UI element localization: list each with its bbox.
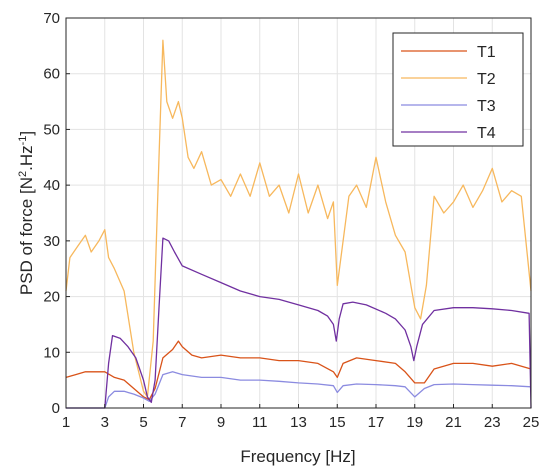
- y-tick-label: 20: [43, 289, 60, 306]
- y-axis-label: PSD of force [N2.Hz-1]: [17, 131, 36, 295]
- legend-items: T1 T2 T3 T4: [401, 44, 496, 142]
- legend-label-t1: T1: [477, 44, 496, 61]
- y-tick-label: 40: [43, 177, 60, 194]
- legend-label-t2: T2: [477, 71, 496, 88]
- series-line-t4: [66, 237, 532, 409]
- y-tick-label: 70: [43, 10, 60, 27]
- x-tick-label: 11: [252, 414, 268, 431]
- x-tick-label: 7: [178, 414, 186, 431]
- y-tick-label: 60: [43, 66, 60, 83]
- y-tick-label: 50: [43, 121, 60, 138]
- legend-label-t4: T4: [477, 125, 496, 142]
- series-line-t2: [65, 39, 532, 398]
- x-tick-label: 1: [62, 414, 70, 431]
- series-line-t3: [66, 371, 532, 409]
- x-tick-label: 19: [406, 414, 423, 431]
- x-tick-label: 23: [484, 414, 501, 431]
- series-layer: [65, 39, 532, 409]
- x-tick-label: 25: [523, 414, 540, 431]
- x-tick-label: 21: [445, 414, 462, 431]
- series-line-t1: [65, 340, 532, 401]
- legend-box: [392, 32, 524, 147]
- x-axis-ticks: 1 3 5 7 9 11 13 15 17 19 21 23 25: [62, 404, 540, 431]
- legend-label-t3: T3: [477, 98, 496, 115]
- x-tick-label: 5: [139, 414, 147, 431]
- x-tick-label: 17: [368, 414, 385, 431]
- x-axis-label: Frequency [Hz]: [240, 447, 355, 466]
- y-tick-label: 0: [52, 400, 60, 417]
- y-axis-ticks: 0 10 20 30 40 50 60 70: [43, 10, 70, 417]
- x-tick-label: 9: [217, 414, 225, 431]
- legend: T1 T2 T3 T4: [392, 32, 524, 147]
- y-tick-label: 10: [43, 344, 60, 361]
- y-tick-label: 30: [43, 233, 60, 250]
- x-tick-label: 3: [101, 414, 109, 431]
- x-tick-label: 13: [290, 414, 307, 431]
- x-tick-label: 15: [329, 414, 346, 431]
